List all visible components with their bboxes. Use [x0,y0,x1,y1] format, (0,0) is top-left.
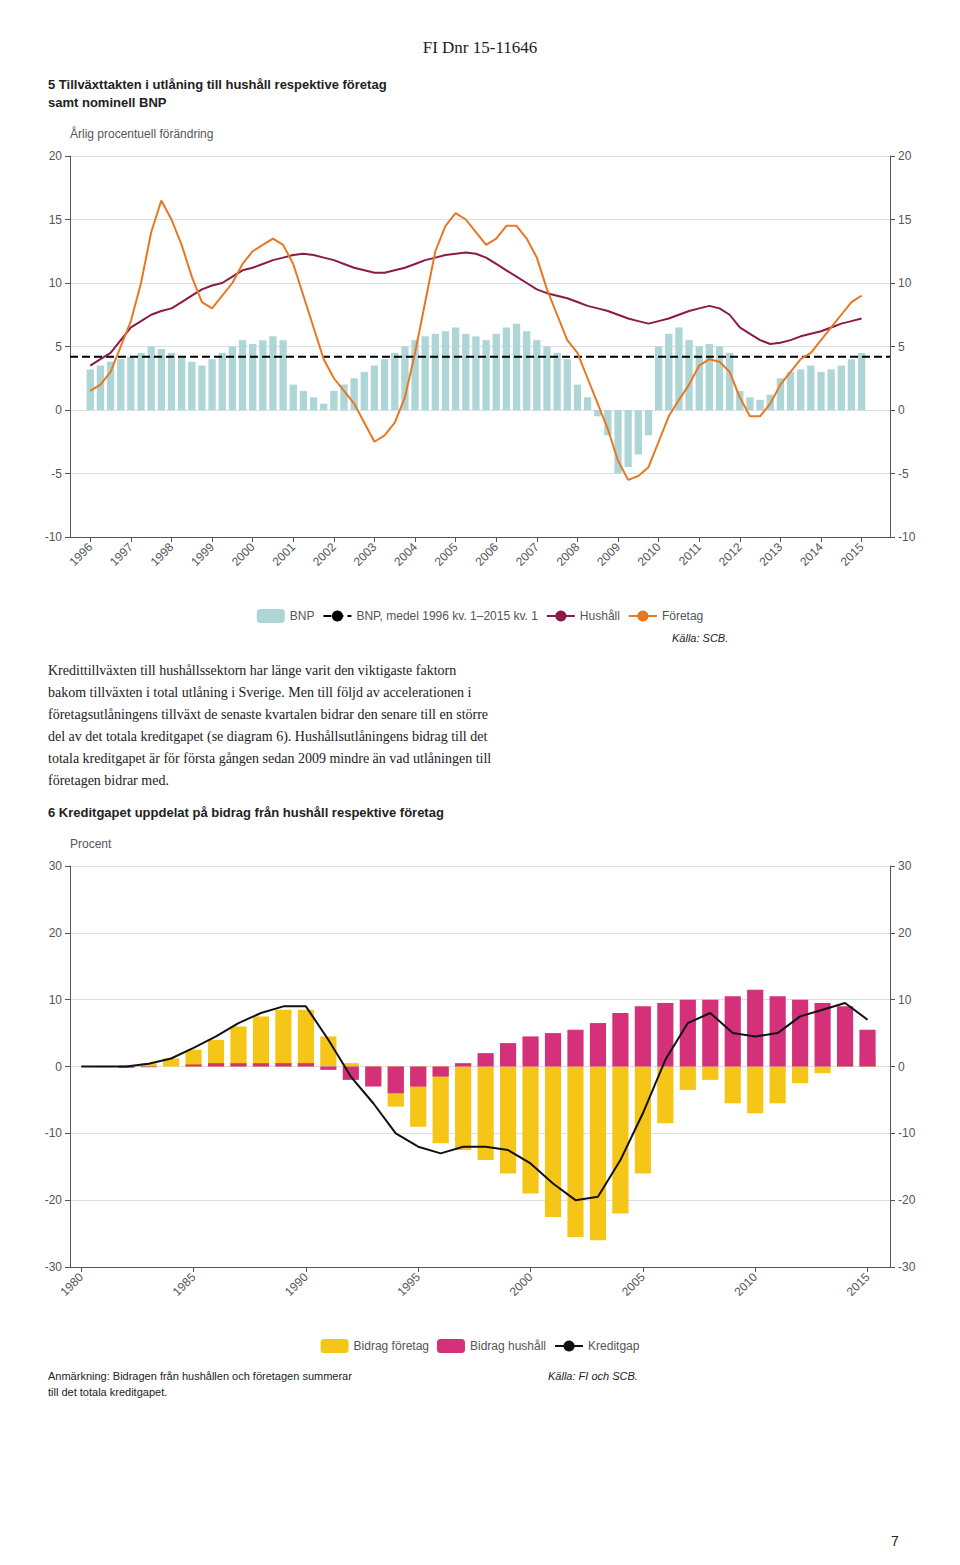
html-text:företagen bidrar med.: företagen bidrar med. [48,773,169,788]
html-text:företagsutlåningens tillväxt d: företagsutlåningens tillväxt de senaste … [48,707,489,722]
svg-text:-10: -10 [898,1126,916,1140]
svg-text:2005: 2005 [432,540,461,569]
svg-text:0: 0 [55,403,62,417]
svg-text:-5: -5 [51,467,62,481]
svg-text:2000: 2000 [507,1270,536,1299]
html-text:5 Tillväxttakten i utlåning ti: 5 Tillväxttakten i utlåning till hushåll… [48,77,387,110]
svg-text:2010: 2010 [635,540,664,569]
html-text:7: 7 [891,1533,899,1549]
svg-text:2015: 2015 [838,540,867,569]
svg-text:2006: 2006 [472,540,501,569]
svg-text:2002: 2002 [310,540,339,569]
svg-text:2010: 2010 [731,1270,760,1299]
svg-text:Bidrag företag: Bidrag företag [354,1339,429,1353]
svg-text:-20: -20 [45,1193,63,1207]
svg-text:2007: 2007 [513,540,542,569]
svg-text:30: 30 [49,859,63,873]
svg-text:Procent: Procent [70,837,112,851]
html-text:totala kreditgapet är för förs: totala kreditgapet är för första gången … [48,751,492,766]
svg-text:2001: 2001 [269,540,298,569]
svg-text:0: 0 [55,1060,62,1074]
svg-text:Bidrag hushåll: Bidrag hushåll [470,1339,546,1353]
svg-text:0: 0 [898,1060,905,1074]
svg-text:2012: 2012 [716,540,745,569]
svg-text:10: 10 [49,993,63,1007]
svg-text:10: 10 [49,276,63,290]
svg-text:1980: 1980 [57,1270,86,1299]
svg-text:2004: 2004 [391,540,420,569]
svg-text:BNP, medel 1996 kv. 1–2015 kv.: BNP, medel 1996 kv. 1–2015 kv. 1 [356,609,538,623]
svg-text:5: 5 [898,340,905,354]
svg-text:Hushåll: Hushåll [580,609,620,623]
html-text:Anmärkning: Bidragen från hush: Anmärkning: Bidragen från hushållen och … [48,1370,352,1398]
svg-text:-5: -5 [898,467,909,481]
svg-text:2013: 2013 [757,540,786,569]
svg-text:1990: 1990 [282,1270,311,1299]
svg-text:-10: -10 [45,530,63,544]
html-text:FI Dnr 15-11646: FI Dnr 15-11646 [422,38,538,57]
svg-text:1998: 1998 [148,540,177,569]
svg-text:1985: 1985 [170,1270,199,1299]
svg-text:0: 0 [898,403,905,417]
svg-text:10: 10 [898,276,912,290]
svg-text:2000: 2000 [229,540,258,569]
svg-text:Årlig procentuell förändring: Årlig procentuell förändring [70,126,213,141]
svg-text:1997: 1997 [107,540,136,569]
svg-text:20: 20 [49,149,63,163]
svg-text:1995: 1995 [394,1270,423,1299]
html-text:Källa: FI och SCB.: Källa: FI och SCB. [548,1370,638,1382]
svg-text:Företag: Företag [662,609,703,623]
svg-text:2011: 2011 [676,540,704,568]
svg-text:5: 5 [55,340,62,354]
svg-text:2009: 2009 [594,540,623,569]
svg-text:-30: -30 [45,1260,63,1274]
svg-text:20: 20 [898,149,912,163]
svg-text:1996: 1996 [66,540,95,569]
html-text:6 Kreditgapet uppdelat på bidr: 6 Kreditgapet uppdelat på bidrag från hu… [48,805,444,820]
svg-text:-10: -10 [45,1126,63,1140]
svg-text:15: 15 [49,213,63,227]
svg-text:2014: 2014 [797,540,826,569]
svg-text:BNP: BNP [290,609,315,623]
svg-text:-10: -10 [898,530,916,544]
html-text:Kredittillväxten till hushålls: Kredittillväxten till hushållssektorn ha… [48,663,457,678]
svg-text:20: 20 [49,926,63,940]
html-text:del av det totala kreditgapet: del av det totala kreditgapet (se diagra… [48,729,488,744]
svg-text:30: 30 [898,859,912,873]
svg-text:2003: 2003 [351,540,380,569]
svg-text:15: 15 [898,213,912,227]
svg-text:Kreditgap: Kreditgap [588,1339,640,1353]
svg-text:1999: 1999 [188,540,217,569]
html-text:Källa: SCB.: Källa: SCB. [672,632,729,644]
html-text:bakom tillväxten i total utlån: bakom tillväxten i total utlåning i Sver… [48,685,472,700]
svg-text:2008: 2008 [554,540,583,569]
svg-text:2005: 2005 [619,1270,648,1299]
svg-text:-30: -30 [898,1260,916,1274]
svg-text:2015: 2015 [844,1270,873,1299]
svg-text:10: 10 [898,993,912,1007]
svg-text:20: 20 [898,926,912,940]
svg-text:-20: -20 [898,1193,916,1207]
